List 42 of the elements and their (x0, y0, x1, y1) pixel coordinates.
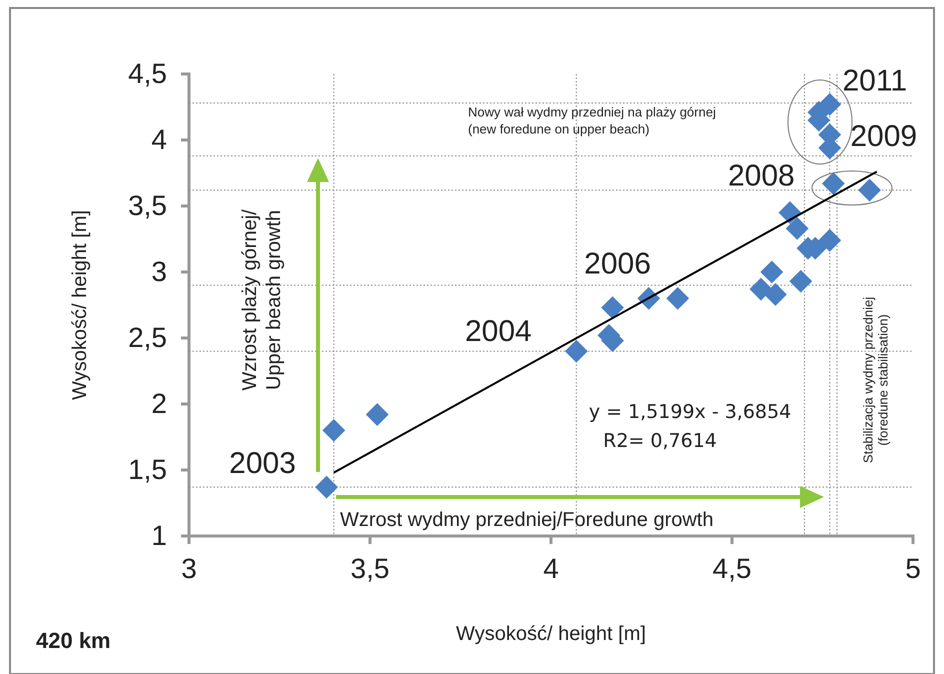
annotation: Wzrost wydmy przedniej/Foredune growth (340, 509, 714, 532)
point (858, 178, 881, 202)
text: 420 km (36, 628, 111, 653)
point (366, 403, 389, 426)
point (601, 296, 624, 320)
point (764, 283, 787, 306)
x-tick-label: 5 (905, 552, 921, 584)
annotation: 2006 (584, 248, 651, 281)
annotation: 2011 (842, 64, 907, 98)
x-tick-label: 4,5 (712, 552, 752, 584)
y-tick-label: 3,5 (128, 190, 167, 221)
point (789, 270, 812, 293)
point (760, 260, 784, 284)
x-tick-label: 3,5 (350, 552, 390, 584)
y-tick-label: 3 (151, 256, 167, 287)
y-tick-label: 1 (151, 520, 167, 551)
annotation: Stabilizacja wydmy przedniej (foredune stabilisation) (860, 296, 891, 464)
point (564, 340, 588, 363)
point (786, 217, 809, 240)
annotation: 2008 (728, 159, 795, 192)
x-tick-label: 3 (181, 552, 197, 584)
point (750, 278, 772, 301)
annotation: R2= 0,7614 (603, 430, 717, 452)
y-tick-label: 2,5 (128, 322, 167, 353)
annotation: y = 1,5199x - 3,6854 (588, 401, 792, 424)
x-axis-title: Wysokość/ height [m] (456, 623, 646, 645)
annotation: 2003 (229, 447, 296, 480)
x-tick-label: 4 (543, 552, 559, 584)
point (818, 228, 842, 252)
y-tick-label: 4,5 (128, 58, 167, 89)
annotation: 2009 (850, 120, 918, 153)
y-tick-label: 2 (151, 388, 167, 419)
y-axis-title: Wysokość/ height [m] (69, 210, 91, 400)
annotation: Wzrost plaży górnej/ Upper beach growth (239, 208, 286, 391)
annotation: 2004 (464, 315, 532, 348)
point (315, 476, 338, 499)
y-tick-label: 4 (151, 124, 167, 155)
point (322, 419, 346, 442)
annotation: Nowy wał wydmy przedniej na plaży górnej (new foredune on upper beach) (468, 104, 716, 137)
point (822, 172, 845, 195)
y-tick-label: 1,5 (128, 454, 167, 485)
point (666, 287, 690, 310)
